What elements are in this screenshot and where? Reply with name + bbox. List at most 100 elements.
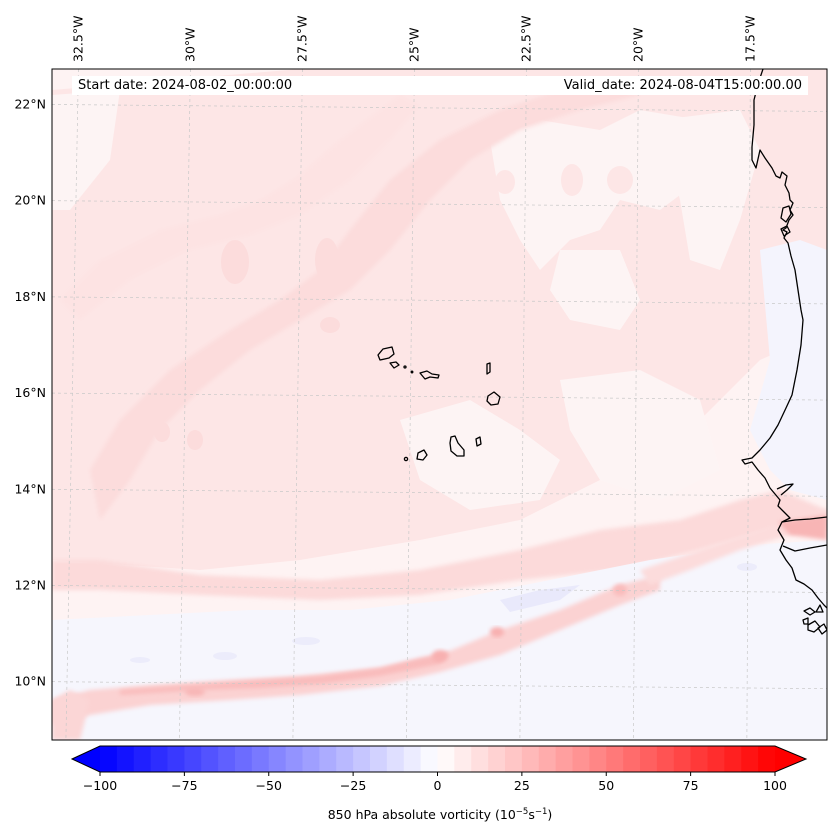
field-sw-corner [52, 690, 90, 740]
field-itcz-core [120, 652, 450, 695]
colorbar-label: 850 hPa absolute vorticity (10−5s−1) [0, 807, 837, 822]
longitude-tick-label: 25°W [406, 27, 421, 62]
colorbar-tick-label: −100 [83, 778, 117, 793]
field-blob [320, 317, 340, 333]
field-blob [221, 240, 249, 284]
meridian-gridline [519, 69, 527, 740]
island-santa-luzia [403, 365, 407, 369]
colorbar-extend-low [72, 746, 100, 772]
colorbar-segment [235, 746, 253, 772]
island-fogo [416, 449, 428, 461]
field-blob [154, 422, 170, 442]
coastline-mauritania-inlet-2 [780, 225, 791, 237]
longitude-tick-label: 22.5°W [518, 16, 533, 62]
latitude-tick-label: 18°N [14, 289, 46, 304]
field-blob [315, 238, 339, 282]
colorbar-extend-high [775, 746, 806, 772]
latitude-tick-label: 22°N [14, 96, 46, 111]
colorbar-segment [167, 746, 185, 772]
colorbar-segment [741, 746, 759, 772]
coastline-casamance [782, 544, 827, 552]
valid-date-label: Valid_date: 2024-08-04T15:00:00.00 [557, 76, 808, 95]
island-sao-vicente [389, 361, 400, 369]
island-sal [486, 362, 491, 375]
field-low-area-4 [400, 400, 560, 510]
colorbar-segment [555, 746, 574, 772]
latitude-tick-label: 12°N [14, 577, 46, 592]
island-branco [410, 370, 414, 374]
colorbar-tick-label: 50 [598, 778, 614, 793]
colorbar-segment [673, 746, 692, 772]
island-santo-antao [377, 346, 395, 361]
colorbar-segment [116, 746, 135, 772]
colorbar-tick-label: 0 [434, 778, 442, 793]
colorbar-segment [336, 746, 354, 772]
field-negative-patch [500, 585, 580, 612]
colorbar-tick-label: −25 [340, 778, 366, 793]
meridian-gridline [65, 69, 79, 740]
colorbar: −100 −75 −50 −25 0 25 50 75 100 [70, 745, 808, 793]
field-itcz-max [432, 650, 448, 662]
colorbar-segment [606, 746, 624, 772]
coastline-bijagos-3 [807, 620, 821, 633]
colorbar-segment [471, 746, 489, 772]
latitude-tick-label: 10°N [14, 674, 46, 689]
colorbar-segment [572, 746, 590, 772]
field-diagonal-band-2 [60, 95, 420, 320]
meridian-gridline [292, 69, 303, 740]
colorbar-label-exp1: −5 [515, 807, 529, 817]
colorbar-segment [370, 746, 388, 772]
meridian-gridline [633, 69, 639, 740]
colorbar-label-end: ) [547, 807, 553, 823]
field-blob [187, 430, 203, 450]
colorbar-segment [251, 746, 270, 772]
meridian-gridline [406, 69, 415, 740]
colorbar-label-exp2: −1 [534, 807, 548, 817]
field-itcz-max [185, 688, 205, 696]
colorbar-segment [386, 746, 405, 772]
start-date-label: Start date: 2024-08-02_00:00:00 [72, 76, 299, 95]
field-blob [561, 164, 583, 196]
colorbar-segment [640, 746, 658, 772]
coastlines [377, 69, 827, 635]
island-maio [475, 436, 482, 447]
meridian-gridline [746, 69, 751, 740]
colorbar-segment [285, 746, 304, 772]
field-negative-patch [213, 652, 237, 660]
coastline-bijagos-1 [803, 607, 816, 616]
field-band-12n [52, 490, 827, 600]
field-blob [495, 170, 515, 194]
latitude-tick-label: 16°N [14, 385, 46, 400]
colorbar-label-main: 850 hPa absolute vorticity (10 [327, 807, 516, 823]
colorbar-segment [538, 746, 557, 772]
colorbar-segment [201, 746, 219, 772]
longitude-tick-label: 27.5°W [294, 16, 309, 62]
coastline-bijagos-2 [815, 604, 824, 613]
longitude-labels: 32.5°W 30°W 27.5°W 25°W 22.5°W 20°W 17.5°W [70, 16, 757, 62]
map-frame [51, 68, 828, 741]
field-negative-coast-area [750, 240, 827, 500]
colorbar-segment [268, 746, 287, 772]
latitude-tick-label: 14°N [14, 481, 46, 496]
colorbar-segment [403, 746, 422, 772]
longitude-tick-label: 32.5°W [70, 16, 85, 62]
coastline-cap-vert [776, 483, 794, 496]
colorbar-segment [623, 746, 641, 772]
field-blob [607, 166, 633, 194]
longitude-tick-label: 30°W [182, 27, 197, 62]
colorbar-label-mid: s [528, 807, 535, 823]
latitude-tick-label: 20°N [14, 193, 46, 208]
field-itcz-max [490, 627, 504, 637]
field-low-area-6 [560, 370, 720, 500]
colorbar-tick-label: 100 [763, 778, 787, 793]
colorbar-segment [707, 746, 725, 772]
field-low-area-5 [52, 90, 120, 210]
colorbar-segment [150, 746, 169, 772]
field-itcz-max [613, 584, 627, 596]
longitude-tick-label: 20°W [630, 27, 645, 62]
colorbar-segment [454, 746, 472, 772]
latitude-labels: 22°N 20°N 18°N 16°N 14°N 12°N 10°N [14, 96, 46, 688]
colorbar-segment [302, 746, 320, 772]
island-sao-nicolau [419, 370, 440, 380]
